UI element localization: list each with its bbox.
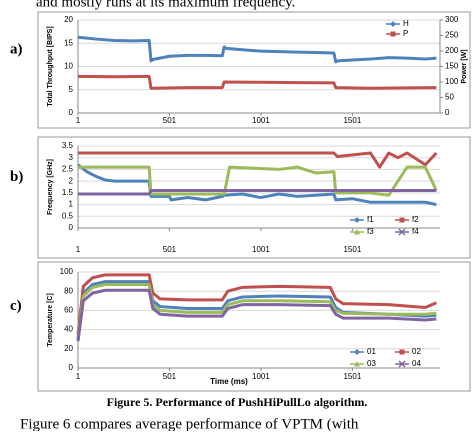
series-line [76,273,437,335]
y-tick-label: 1.5 [62,188,74,197]
legend-label: f2 [412,215,419,224]
y-tick-label: 80 [64,286,73,295]
legend-label: f1 [367,215,374,224]
legend-marker [390,31,396,37]
legend-label: 03 [367,359,376,368]
legend-marker [354,217,360,223]
x-tick-label: 1501 [343,372,361,381]
y-tick-label: 2 [69,176,74,185]
body-text: and mostly runs at its maximum frequency… [36,0,295,10]
y-tick-label: 100 [60,267,74,276]
y-tick-label: 20 [64,15,73,24]
legend-label: 01 [367,347,376,356]
y-tick-label: 3.5 [62,141,74,150]
x-tick-label: 1501 [343,245,361,254]
y-tick-label: 5 [69,85,74,94]
y-tick-label: 0 [69,223,74,232]
y-tick-label: 15 [64,38,73,47]
legend-marker [354,361,360,367]
caption: Figure 5. Performance of PushHiPullLo al… [107,395,368,409]
series-line [77,163,437,207]
body-text: Figure 6 compares average performance of… [20,416,359,431]
y-tick-label: 0.5 [62,211,74,220]
y2-tick-label: 100 [445,77,459,86]
legend-label: P [403,29,408,38]
x-tick-label: 1001 [252,245,270,254]
legend-label: f4 [412,227,419,236]
chart-frame [37,261,471,392]
series-line [76,282,437,340]
x-tick-label: 1001 [252,116,270,125]
x-tick-label: 1 [76,372,81,381]
legend-marker [390,21,396,27]
y2-axis-label: Power [W] [461,49,468,83]
legend-label: H [403,19,409,28]
y2-tick-label: 50 [445,93,454,102]
x-axis-label: Time (ms) [210,377,248,386]
y-tick-label: 0 [69,363,74,372]
y2-tick-label: 0 [445,108,450,117]
legend-marker [354,229,360,235]
series-line [76,288,437,342]
legend-marker [399,217,405,223]
x-tick-label: 1 [76,116,81,125]
y2-tick-label: 300 [445,15,459,24]
y-axis-label: Frequency [GHz] [47,159,54,215]
y2-tick-label: 200 [445,46,459,55]
legend-label: 02 [412,347,421,356]
chart-frame [37,136,471,259]
x-tick-label: 1501 [343,116,361,125]
y-tick-label: 40 [64,325,73,334]
series-line [77,74,437,90]
panel-label: c) [10,298,22,314]
y-tick-label: 60 [64,306,73,315]
x-tick-label: 1001 [252,372,270,381]
legend-marker [354,349,360,355]
panel-label: a) [10,41,23,57]
y-tick-label: 20 [64,344,73,353]
y-axis-label: Total Throughput [BIPS] [47,26,54,106]
y-tick-label: 3 [69,153,74,162]
legend-marker [399,349,405,355]
series-line [78,151,438,169]
y2-tick-label: 250 [445,31,459,40]
legend-label: 04 [412,359,421,368]
y-tick-label: 10 [64,62,73,71]
x-tick-label: 501 [163,372,177,381]
x-tick-label: 501 [163,245,177,254]
y-tick-label: 1 [69,200,74,209]
series-line [78,189,437,196]
y2-tick-label: 150 [445,62,459,71]
x-tick-label: 501 [163,116,177,125]
legend-marker [398,360,406,368]
chart-frame [37,11,471,129]
panel-label: b) [10,169,23,185]
legend-label: f3 [367,227,374,236]
y-tick-label: 2.5 [62,165,74,174]
y-tick-label: 0 [69,108,74,117]
legend-marker [398,228,406,236]
series-line [77,35,437,64]
x-tick-label: 1 [76,245,81,254]
y-axis-label: Temperature [C] [47,293,54,347]
series-line [78,165,438,197]
